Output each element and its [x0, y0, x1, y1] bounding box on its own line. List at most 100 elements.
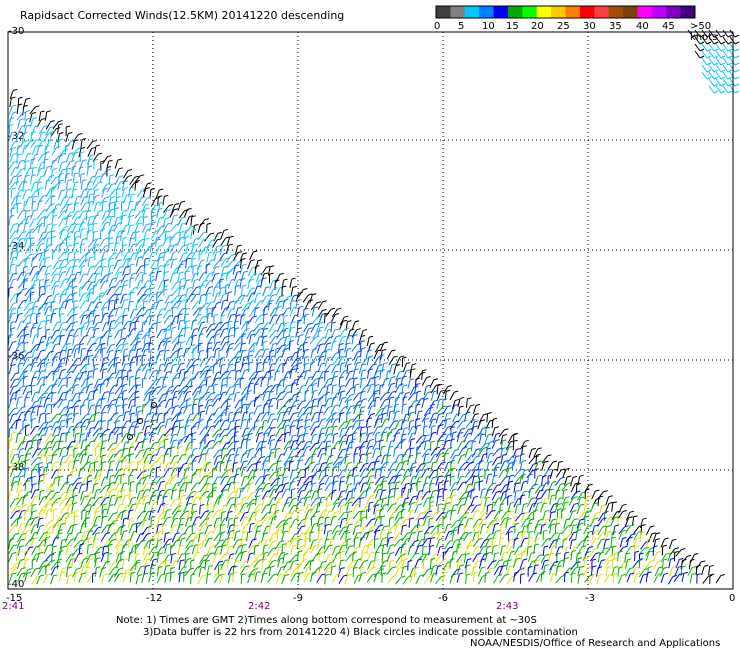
wind-barb	[204, 280, 211, 289]
wind-barb	[80, 454, 84, 464]
wind-barb-flag	[142, 294, 147, 297]
wind-barb-flag	[142, 377, 147, 380]
wind-barb	[85, 432, 88, 443]
wind-barb	[324, 358, 329, 368]
wind-barb-flag	[17, 174, 23, 177]
wind-barb-flag	[552, 468, 557, 471]
wind-barb	[143, 264, 146, 274]
wind-barb-flag	[151, 251, 156, 254]
wind-barb	[99, 336, 102, 346]
wind-barb	[562, 469, 567, 478]
wind-barb-flag	[132, 243, 138, 246]
wind-barb-flag	[464, 461, 469, 464]
wind-barb	[93, 413, 97, 423]
wind-barb	[59, 197, 65, 207]
wind-barb-flag	[271, 294, 277, 297]
wind-barb	[23, 397, 27, 408]
wind-barb-flag	[328, 475, 334, 478]
wind-barb	[346, 442, 351, 452]
wind-barb-flag	[340, 475, 346, 478]
wind-barb	[268, 324, 275, 333]
wind-barb-flag	[215, 266, 220, 268]
wind-barb	[185, 463, 190, 473]
wind-barb-flag	[135, 179, 141, 182]
wind-barb-flag	[181, 406, 186, 409]
wind-barb	[37, 371, 42, 381]
wind-barb	[414, 453, 418, 463]
wind-barb	[505, 468, 510, 478]
wind-barb-flag	[90, 265, 95, 268]
wind-barb-flag	[235, 285, 240, 287]
wind-barb	[141, 322, 144, 332]
wind-barb	[345, 387, 352, 396]
wind-barb-flag	[161, 225, 166, 228]
wind-barb	[22, 435, 26, 445]
wind-barb-flag	[54, 461, 59, 464]
wind-barb	[492, 457, 498, 466]
wind-barb-flag	[89, 420, 94, 423]
wind-barb	[171, 483, 177, 492]
wind-barb-flag	[37, 181, 43, 184]
wind-barb	[239, 488, 242, 498]
wind-barb-flag	[178, 411, 183, 414]
wind-barb-flag	[127, 168, 133, 171]
wind-barb-flag	[27, 215, 33, 218]
wind-barb	[255, 356, 259, 366]
wind-barb	[142, 476, 147, 485]
wind-barb	[9, 203, 16, 212]
wind-barb-flag	[11, 146, 17, 149]
wind-barb	[366, 369, 370, 379]
wind-barb-flag	[378, 364, 383, 367]
wind-barb-flag	[101, 342, 106, 345]
wind-barb	[186, 359, 192, 368]
wind-barb	[178, 369, 182, 379]
wind-barb-flag	[52, 391, 57, 394]
wind-barb-flag	[55, 420, 60, 423]
wind-barb-flag	[77, 452, 82, 455]
wind-barb-flag	[398, 453, 403, 456]
wind-barb-flag	[293, 364, 298, 367]
wind-barb	[24, 295, 30, 304]
wind-barb-flag	[145, 203, 150, 206]
wind-barb-flag	[364, 462, 369, 465]
wind-barb	[295, 441, 302, 450]
wind-barb	[149, 379, 157, 388]
wind-barb-flag	[69, 489, 74, 492]
wind-barb-flag	[138, 250, 143, 253]
wind-barb	[43, 133, 49, 142]
wind-barb-flag	[423, 425, 428, 428]
wind-barb-flag	[94, 460, 99, 463]
wind-barb	[304, 300, 310, 310]
wind-barb-flag	[487, 433, 493, 436]
wind-barb-flag	[191, 425, 196, 428]
wind-barb-flag	[78, 371, 83, 374]
wind-barb	[114, 386, 121, 395]
wind-barb-flag	[74, 412, 80, 415]
wind-barb-flag	[90, 490, 95, 493]
wind-barb	[122, 195, 128, 204]
wind-barb	[85, 311, 93, 319]
wind-barb-flag	[72, 165, 77, 168]
wind-barb	[73, 373, 80, 382]
wind-barb-flag	[61, 161, 67, 164]
wind-barb-flag	[87, 474, 93, 477]
wind-barb-flag	[231, 278, 236, 281]
wind-barb	[50, 393, 53, 403]
wind-barb	[66, 441, 73, 450]
wind-barb-flag	[402, 419, 407, 422]
wind-barb-flag	[173, 425, 179, 428]
wind-barb	[66, 365, 73, 374]
wind-barb-flag	[347, 320, 352, 323]
wind-barb	[450, 405, 456, 414]
wind-barb	[107, 309, 114, 318]
wind-barb-flag	[140, 244, 145, 247]
wind-barb-flag	[545, 481, 550, 484]
wind-barb-flag	[521, 473, 526, 476]
scale-swatch	[536, 6, 552, 18]
wind-barb	[248, 335, 252, 345]
wind-barb-flag	[94, 243, 100, 246]
wind-barb	[57, 154, 62, 164]
wind-barb	[30, 344, 37, 353]
wind-barb-flag	[246, 403, 251, 406]
wind-barb	[400, 461, 405, 471]
